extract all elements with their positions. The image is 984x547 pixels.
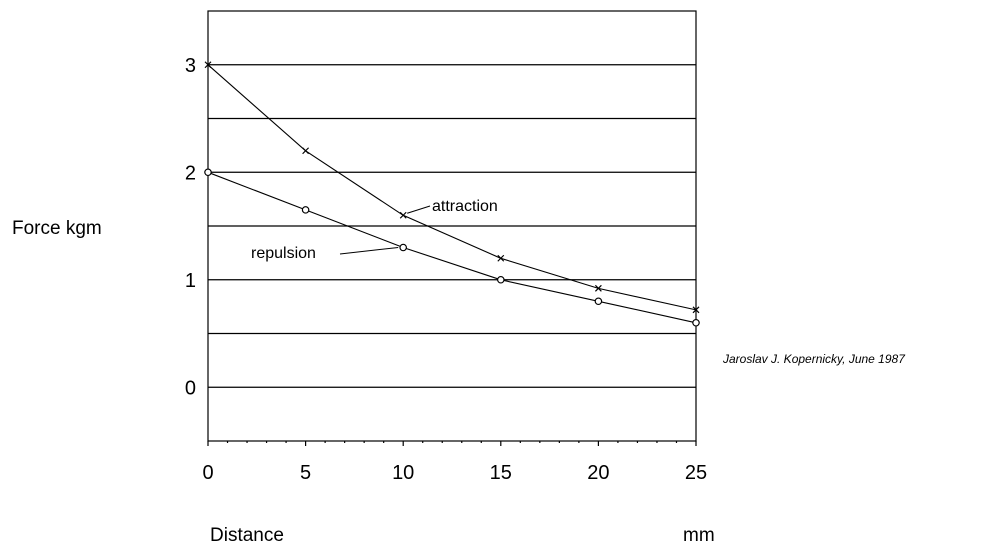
data-point-attraction-4 <box>594 284 602 292</box>
data-point-repulsion-4 <box>594 297 603 306</box>
data-point-repulsion-3 <box>496 275 505 284</box>
y-tick-label-3: 3 <box>185 55 196 77</box>
gridlines <box>208 64 696 388</box>
credit-text: Jaroslav J. Kopernicky, June 1987 <box>722 352 906 366</box>
series-label-repulsion: repulsion <box>251 245 316 262</box>
x-axis-unit: mm <box>683 525 715 546</box>
series-label-attraction: attraction <box>432 198 498 215</box>
data-point-repulsion-2 <box>399 243 408 252</box>
x-tick-label-15: 15 <box>490 462 512 484</box>
data-point-attraction-5 <box>692 306 700 314</box>
y-tick-label-1: 1 <box>185 270 196 292</box>
y-tick-label-0: 0 <box>185 377 196 399</box>
data-point-attraction-1 <box>302 147 310 155</box>
tick-labels: 0 5 10 15 20 25 0 1 2 3 <box>185 55 707 484</box>
attraction-leader-line <box>407 205 431 214</box>
data-point-repulsion-0 <box>204 168 212 177</box>
x-tick-label-10: 10 <box>392 462 414 484</box>
data-point-attraction-0 <box>204 61 212 69</box>
x-tick-label-20: 20 <box>587 462 609 484</box>
y-axis-label: Force kgm <box>12 218 102 239</box>
series-line-attraction <box>207 64 697 311</box>
x-axis-label: Distance <box>210 525 284 546</box>
series-layer <box>204 61 700 327</box>
x-tick-label-0: 0 <box>202 462 213 484</box>
data-point-attraction-2 <box>399 211 407 219</box>
x-tick-label-5: 5 <box>300 462 311 484</box>
data-point-repulsion-5 <box>692 318 700 327</box>
repulsion-leader-line <box>339 247 399 255</box>
x-minor-ticks <box>207 441 697 446</box>
x-tick-label-25: 25 <box>685 462 707 484</box>
y-tick-label-2: 2 <box>185 162 196 184</box>
data-point-repulsion-1 <box>301 206 310 214</box>
plot-frame <box>207 10 697 442</box>
data-point-attraction-3 <box>497 254 505 262</box>
series-line-repulsion <box>207 171 697 324</box>
